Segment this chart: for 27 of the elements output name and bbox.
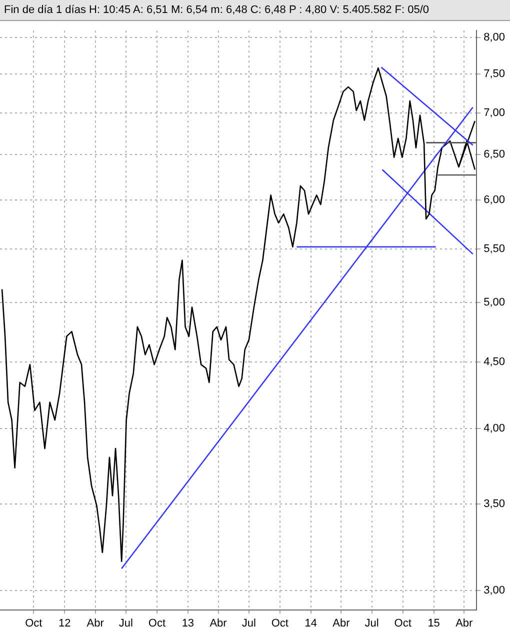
x-tick-label: Abr (456, 617, 474, 630)
y-tick-label: 6,50 (484, 148, 506, 161)
y-tick-label: 7,00 (484, 106, 506, 119)
x-tick-label: Abr (210, 617, 228, 630)
chart-title: Fin de día 1 días H: 10:45 A: 6,51 M: 6,54 m: 6,48 C: 6,48 P : 4,80 V: 5.405.582 F: 05/0 (0, 0, 510, 21)
x-tick-label: Jul (364, 617, 379, 630)
y-tick-label: 4,00 (484, 422, 506, 434)
x-tick-label: Jul (242, 617, 256, 630)
x-tick-label: Jul (118, 617, 133, 630)
x-tick-label: 13 (182, 617, 194, 630)
x-tick-label: 15 (428, 617, 440, 630)
x-tick-label: Oct (271, 617, 288, 630)
y-tick-label: 6,00 (484, 194, 506, 206)
x-tick-label: Abr (332, 617, 350, 630)
x-tick-label: Oct (148, 617, 166, 630)
x-tick-label: Abr (86, 617, 104, 630)
x-tick-label: 12 (58, 617, 71, 630)
y-tick-label: 4,50 (484, 356, 506, 368)
x-tick-label: Oct (394, 617, 412, 630)
y-tick-label: 5,50 (484, 242, 506, 255)
y-tick-label: 3,50 (484, 498, 506, 510)
y-tick-label: 8,00 (484, 32, 506, 44)
x-tick-label: 14 (304, 617, 318, 630)
x-tick-label: Oct (25, 617, 42, 630)
y-tick-label: 5,00 (484, 296, 506, 309)
y-tick-label: 3,00 (484, 584, 506, 597)
y-tick-label: 7,50 (484, 68, 506, 80)
